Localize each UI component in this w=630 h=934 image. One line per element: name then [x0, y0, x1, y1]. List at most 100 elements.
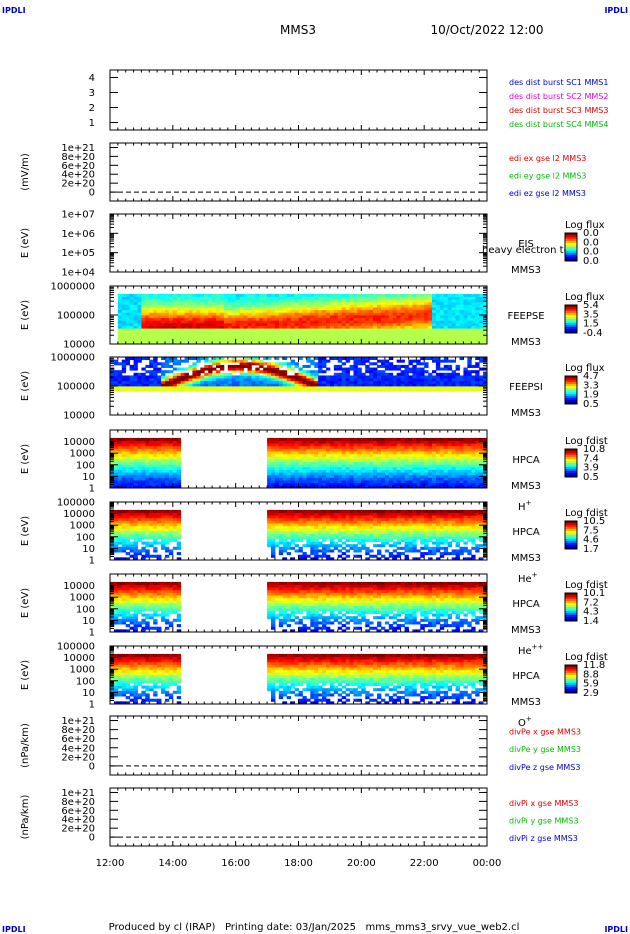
feepse-cell [400, 338, 405, 342]
feepse-cell [333, 338, 339, 342]
feepsi-cell [180, 372, 186, 376]
feepse-cell [329, 293, 335, 297]
feepse-cell [310, 307, 315, 311]
feepse-cell [302, 293, 307, 297]
hpca_h-cell [455, 459, 460, 463]
feepse-cell [282, 325, 288, 329]
feepse-cell [168, 317, 174, 321]
feepsi-cell [306, 370, 311, 374]
hpca_h-cell [294, 477, 299, 481]
hpca_h-cell [341, 440, 347, 444]
hpca_h-cell [384, 474, 390, 478]
feepsi-cell [164, 388, 170, 392]
feepse-cell [271, 307, 276, 311]
feepse-cell [172, 312, 178, 316]
hpca_h-cell [443, 456, 449, 460]
feepsi-cell [333, 364, 339, 368]
feepse-cell [278, 296, 284, 300]
hpca_h-cell [282, 440, 288, 444]
feepse-cell [455, 330, 460, 334]
feepse-cell [271, 312, 276, 316]
feepse-cell [172, 293, 178, 297]
feepse-cell [243, 322, 248, 326]
feepse-cell [325, 333, 331, 337]
feepse-cell [424, 293, 429, 297]
hpca_h-cell [380, 482, 386, 486]
feepsi-cell [318, 383, 323, 387]
hpca_h-cell [161, 480, 166, 484]
feepse-cell [353, 330, 358, 334]
feepse-cell [161, 328, 166, 332]
hpca_h-cell [361, 469, 366, 473]
feepsi-cell [388, 364, 394, 368]
hpca_h-cell [117, 456, 123, 460]
hpca_h-cell [290, 448, 295, 452]
feepsi-cell [345, 375, 350, 379]
feepsi-cell [255, 388, 260, 392]
hpca_h-cell [168, 445, 174, 449]
hpca_h-cell [267, 466, 272, 470]
feepse-cell [463, 309, 468, 313]
feepse-cell [231, 296, 237, 300]
feepsi-cell [435, 362, 441, 366]
feepse-cell [239, 304, 244, 308]
feepse-cell [475, 333, 480, 337]
hpca_h-cell [121, 469, 127, 473]
hpca_h-cell [325, 453, 331, 457]
feepse-colorbar-swatch [565, 325, 577, 328]
feepsi-cell [267, 388, 272, 392]
feepse-cell [223, 322, 229, 326]
feepse-cell [322, 304, 327, 308]
feepsi-cell [137, 372, 142, 376]
feepse-cell [373, 301, 378, 305]
feepse-cell [349, 293, 354, 297]
feepse-cell [353, 315, 358, 319]
feepsi-cell [467, 362, 472, 366]
feepse-cell [223, 341, 229, 345]
hpca_h-cell [322, 445, 327, 449]
feepse-cell [333, 341, 339, 345]
hpca_h-cell [133, 451, 138, 455]
feepsi-cell [357, 386, 362, 390]
feepse-cell [208, 315, 213, 319]
hpca_h-cell [357, 459, 362, 463]
feepse-cell [384, 322, 390, 326]
hpca_h-cell [153, 443, 158, 447]
hpca_h-cell [451, 464, 456, 468]
feepsi-cell [192, 372, 197, 376]
feepse-cell [149, 299, 154, 303]
feepse-cell [176, 330, 182, 334]
feepsi-cell [314, 364, 319, 368]
feepse-cell [357, 336, 362, 340]
hpca_h-cell [278, 472, 284, 476]
feepsi-cell [200, 367, 205, 371]
hpca_h-cell [353, 461, 358, 465]
hpca_h-cell [133, 477, 138, 481]
feepsi-cell [428, 383, 433, 387]
hpca_h-cell [416, 482, 421, 486]
feepse-cell [467, 322, 472, 326]
hpca_h-cell [117, 440, 123, 444]
hpca_h-cell [377, 472, 382, 476]
feepsi-cell [322, 383, 327, 387]
hpca_h-cell [369, 469, 374, 473]
feepsi-cell [361, 386, 366, 390]
feepsi-cell [380, 378, 386, 382]
hpca_h-cell [345, 448, 350, 452]
feepsi-cell [133, 367, 138, 371]
feepse-cell [121, 325, 127, 329]
feepse-cell [227, 320, 233, 324]
hpca_h-cell [388, 445, 394, 449]
feepse-cell [263, 293, 268, 297]
feepsi-cell [113, 375, 119, 379]
feepsi-cell [231, 357, 237, 361]
burst-ytick-label: 1 [89, 118, 95, 129]
feepse-cell [447, 325, 453, 329]
feepse-cell [310, 330, 315, 334]
hpca_h-cell [333, 480, 339, 484]
feepse-cell [325, 309, 331, 313]
hpca_h-cell [349, 456, 354, 460]
feepsi-cell [380, 364, 386, 368]
feepse-cell [322, 336, 327, 340]
feepsi-cell [157, 383, 162, 387]
